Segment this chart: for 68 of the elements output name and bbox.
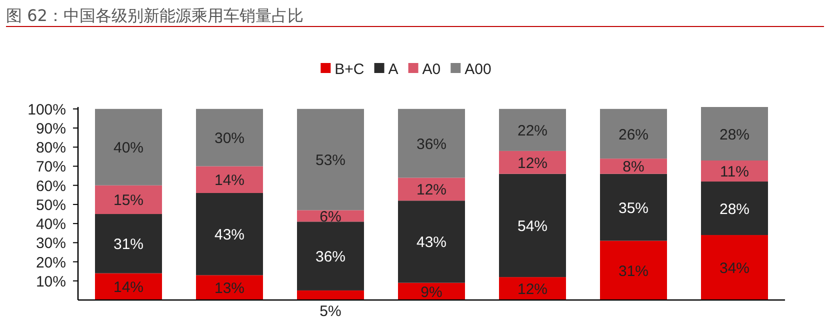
legend-label: A00 [464, 61, 492, 78]
bar [701, 160, 768, 182]
bar [196, 275, 263, 300]
bar [95, 273, 162, 300]
legend-label: A [388, 61, 398, 78]
data-label: 12% [517, 281, 548, 298]
data-label: 22% [517, 122, 548, 140]
data-label: 28% [719, 200, 750, 218]
data-label: 26% [618, 126, 649, 144]
y-tick-label: 10% [36, 273, 66, 290]
bar [701, 182, 768, 236]
data-label: 31% [618, 262, 649, 280]
bar [398, 178, 465, 201]
bar [600, 158, 667, 174]
data-label: 34% [719, 260, 750, 278]
y-tick-label: 90% [36, 120, 66, 138]
bar [499, 150, 566, 174]
data-label: 36% [315, 248, 346, 266]
bar [600, 108, 667, 159]
data-label: 15% [113, 192, 144, 210]
data-label: 36% [416, 136, 447, 153]
y-tick-label: 30% [36, 235, 66, 252]
y-tick-label: 60% [36, 178, 66, 195]
data-label: 40% [113, 140, 144, 157]
data-label: 11% [720, 164, 749, 181]
bar [701, 235, 768, 300]
bar [95, 108, 162, 186]
data-label: 8% [622, 158, 644, 176]
y-tick-label: 80% [36, 140, 66, 157]
data-label: 9% [420, 284, 442, 301]
data-label: 12% [416, 182, 447, 199]
bar [600, 240, 667, 300]
bar [297, 222, 364, 290]
legend-label: B+C [334, 61, 364, 78]
y-tick-label: 20% [36, 254, 66, 272]
bar [398, 200, 465, 283]
y-tick-label: 70% [36, 158, 66, 176]
bar [95, 185, 162, 214]
data-label: 30% [214, 130, 245, 148]
data-label: 12% [517, 154, 548, 172]
y-tick-label: 50% [36, 196, 66, 214]
bar [297, 290, 364, 300]
data-label: 5% [320, 303, 342, 320]
bar [196, 192, 263, 276]
data-label: 35% [618, 200, 649, 217]
data-label: 14% [214, 172, 245, 190]
bar [499, 108, 566, 151]
bar [196, 166, 263, 193]
bar [398, 108, 465, 178]
data-label: 43% [214, 226, 245, 244]
data-label: 28% [719, 126, 750, 144]
data-label: 53% [315, 152, 346, 170]
data-label: 43% [416, 234, 447, 252]
bar [499, 174, 566, 278]
data-label: 14% [113, 279, 144, 296]
bar [600, 174, 667, 241]
bar [95, 214, 162, 274]
bar [297, 108, 364, 210]
data-label: 31% [113, 236, 144, 254]
bar [196, 108, 263, 166]
legend-label: A0 [422, 61, 441, 78]
data-label: 6% [320, 208, 342, 226]
data-label: 54% [517, 218, 548, 235]
title: 图 62：中国各级别新能源乘用车销量占比 [6, 6, 304, 25]
bar [701, 107, 768, 161]
y-tick-label: 100% [28, 101, 66, 118]
data-label: 13% [214, 280, 245, 298]
y-tick-label: 40% [36, 216, 66, 234]
